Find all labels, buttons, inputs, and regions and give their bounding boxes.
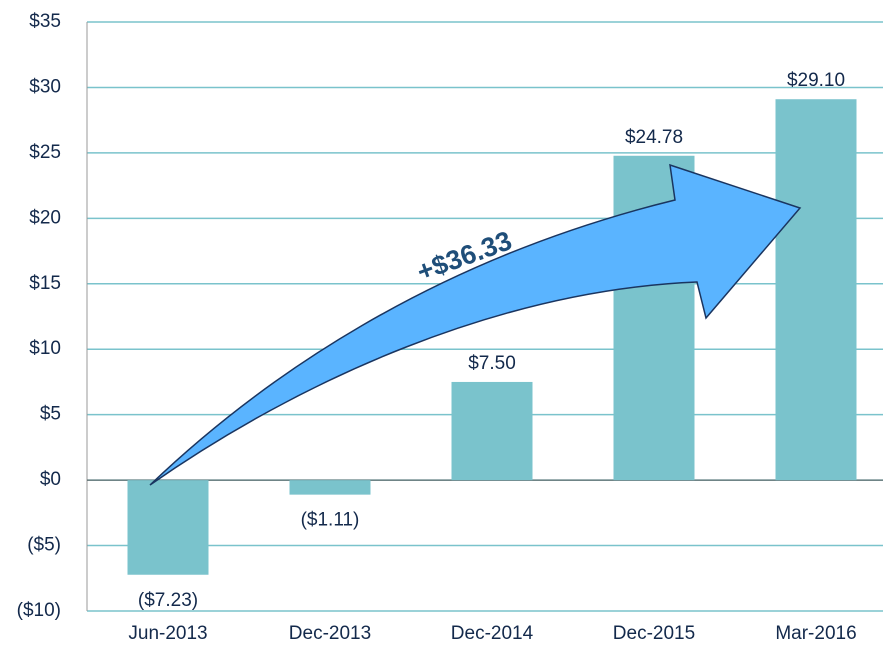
x-tick-label: Dec-2015 <box>613 623 695 644</box>
value-label: $29.10 <box>787 70 845 91</box>
y-tick-label: $25 <box>29 142 61 163</box>
value-label: $24.78 <box>625 127 683 148</box>
y-tick-label: ($10) <box>17 600 61 621</box>
y-tick-label: $30 <box>29 76 61 97</box>
x-tick-label: Mar-2016 <box>775 623 856 644</box>
y-tick-label: $35 <box>29 11 61 32</box>
x-tick-label: Dec-2013 <box>289 623 371 644</box>
bar <box>289 480 371 495</box>
x-tick-label: Dec-2014 <box>451 623 534 644</box>
bar <box>775 99 857 481</box>
y-tick-label: $10 <box>29 338 61 359</box>
y-tick-label: $0 <box>40 469 61 490</box>
x-tick-label: Jun-2013 <box>128 623 207 644</box>
plot: ($10) ($5) $0 $5 $10 $15 $20 $25 $30 $35 Jun-2013 (… <box>17 11 883 644</box>
growth-arrow <box>149 163 802 486</box>
value-label: ($7.23) <box>138 590 198 611</box>
y-tick-label: $20 <box>29 207 61 228</box>
value-label: ($1.11) <box>301 510 360 531</box>
y-tick-label: $5 <box>40 404 61 425</box>
bar <box>127 480 209 575</box>
value-label: $7.50 <box>468 353 516 374</box>
y-tick-label: $15 <box>29 273 61 294</box>
y-tick-label: ($5) <box>27 535 61 556</box>
bar <box>451 381 533 481</box>
